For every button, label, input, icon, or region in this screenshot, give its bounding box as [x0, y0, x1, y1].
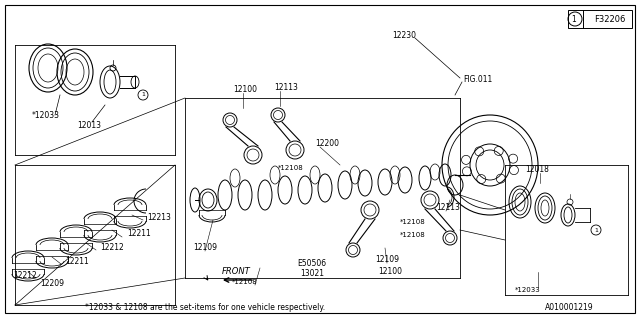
Text: 12213: 12213 — [147, 212, 171, 221]
Text: 1: 1 — [594, 228, 598, 233]
Text: 12212: 12212 — [100, 243, 124, 252]
Text: 12212: 12212 — [13, 270, 36, 279]
Text: *12108: *12108 — [400, 219, 426, 225]
Text: A010001219: A010001219 — [545, 302, 594, 311]
Text: F32206: F32206 — [594, 14, 625, 23]
Text: 13021: 13021 — [300, 269, 324, 278]
Text: 12013: 12013 — [77, 121, 101, 130]
Text: FRONT: FRONT — [222, 268, 251, 276]
Text: *12108: *12108 — [400, 232, 426, 238]
Text: 12211: 12211 — [127, 229, 151, 238]
Text: 12113: 12113 — [436, 204, 460, 212]
Text: 12018: 12018 — [525, 165, 549, 174]
Text: 12109: 12109 — [375, 255, 399, 265]
Text: 12200: 12200 — [315, 139, 339, 148]
Text: *12033: *12033 — [32, 110, 60, 119]
Text: *12033: *12033 — [515, 287, 541, 293]
Text: 1: 1 — [141, 92, 145, 98]
Text: 12100: 12100 — [378, 268, 402, 276]
Text: *12108: *12108 — [278, 165, 304, 171]
Text: E50506: E50506 — [297, 259, 326, 268]
Text: 12113: 12113 — [274, 84, 298, 92]
Text: 12230: 12230 — [392, 30, 416, 39]
Text: 12211: 12211 — [65, 257, 89, 266]
Text: 12109: 12109 — [193, 244, 217, 252]
Text: *12108: *12108 — [232, 279, 258, 285]
Text: 1: 1 — [572, 15, 577, 24]
Text: 12209: 12209 — [40, 278, 64, 287]
Bar — [568, 10, 632, 28]
Text: FIG.011: FIG.011 — [463, 76, 492, 84]
Text: 12100: 12100 — [233, 85, 257, 94]
Text: *12033 & 12108 are the set-items for one vehicle respectively.: *12033 & 12108 are the set-items for one… — [85, 302, 325, 311]
